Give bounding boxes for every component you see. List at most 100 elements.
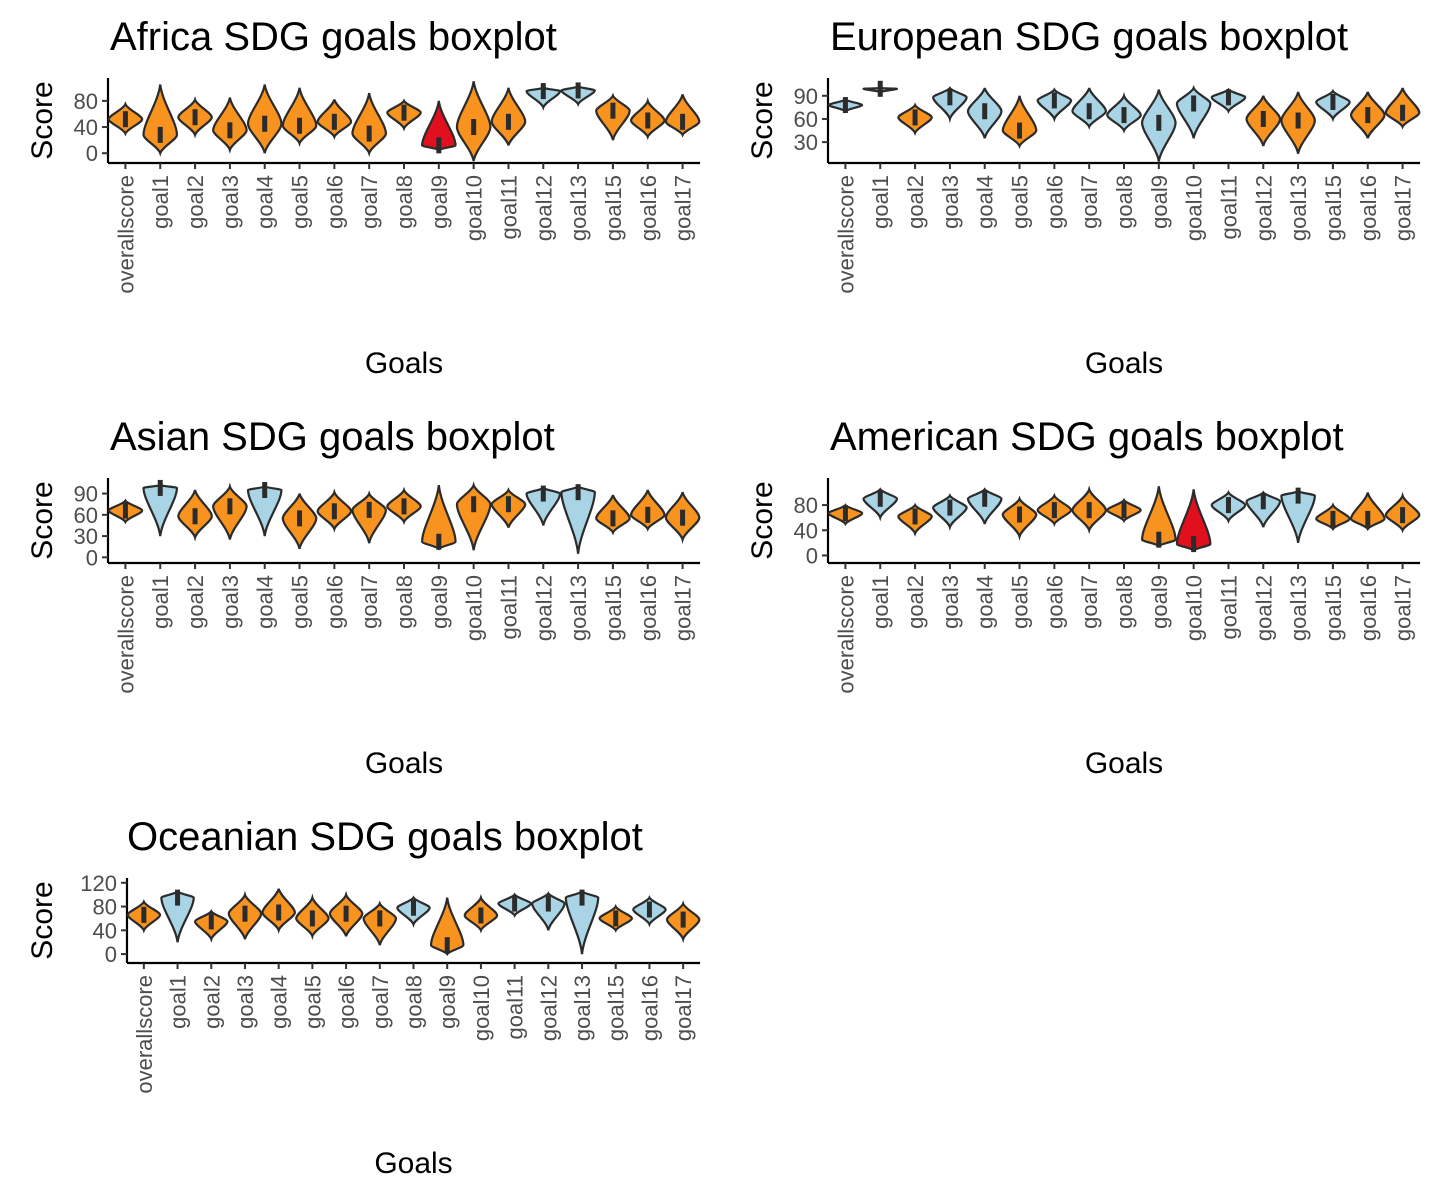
x-tick-label: goal11 [496,175,521,239]
violin-goal7 [351,92,387,158]
x-tick-label: goal1 [868,175,893,229]
x-tick-label: goal15 [1321,175,1346,241]
box-goal17 [680,113,686,130]
y-tick-label: 0 [86,141,98,166]
box-goal6 [331,503,337,520]
box-goal6 [1051,502,1057,519]
box-goal5 [1017,506,1023,523]
box-goal11 [512,895,518,912]
violin-goal12 [525,486,562,526]
x-tick-label: goal15 [601,575,626,641]
violin-goal10 [455,481,492,551]
x-tick-label: goal7 [368,975,393,1029]
x-tick-label: goal13 [566,175,591,241]
box-goal12 [540,485,546,502]
y-tick-label: 40 [93,918,117,943]
box-goal2 [192,508,198,525]
x-tick-label: goal16 [636,175,661,241]
y-tick-label: 0 [105,942,117,967]
box-goal1 [157,479,163,496]
x-tick-label: goal11 [496,575,521,639]
x-tick-label: goal2 [903,175,928,229]
x-tick-label: goal15 [1321,575,1346,641]
y-tick-label: 90 [794,84,818,109]
x-tick-label: goal13 [566,575,591,641]
x-tick-label: overallscore [113,175,138,294]
box-goal15 [1330,93,1336,110]
box-goal8 [1121,107,1127,124]
x-tick-label: goal7 [1077,175,1102,229]
box-goal4 [276,904,282,921]
x-tick-label: overallscore [132,975,157,1094]
y-tick-label: 80 [93,895,117,920]
box-goal11 [1225,497,1231,514]
x-tick-label: goal5 [300,975,325,1029]
x-tick-label: goal16 [1356,575,1381,641]
y-tick-label: 30 [794,130,818,155]
box-goal3 [242,905,248,922]
box-goal3 [947,499,953,516]
x-tick-label: goal9 [1147,575,1172,629]
box-goal7 [377,910,383,927]
x-tick-label: goal11 [1216,575,1241,639]
x-axis-title: Goals [365,347,443,380]
box-goal10 [471,119,477,136]
x-tick-label: goal7 [357,175,382,229]
box-goal15 [610,510,616,527]
box-goal1 [877,490,883,507]
box-goal4 [262,482,268,499]
x-tick-label: goal8 [392,575,417,629]
box-goal11 [1225,89,1231,106]
y-axis-title: Score [26,481,59,559]
x-tick-label: goal6 [1042,575,1067,629]
y-tick-label: 60 [74,503,98,528]
violin-goal1 [142,483,179,537]
x-tick-label: goal9 [427,575,452,629]
x-tick-label: goal10 [462,575,487,641]
box-goal3 [947,89,953,106]
box-goal8 [401,104,407,121]
box-goal3 [227,498,233,515]
x-tick-label: goal1 [166,975,191,1029]
violin-goal12 [531,891,566,931]
x-tick-label: goal8 [1112,175,1137,229]
violin-goal4 [246,485,283,537]
y-tick-label: 0 [806,543,818,568]
box-goal13 [1295,487,1301,504]
x-tick-label: goal1 [148,575,173,629]
violin-goal5 [281,87,318,147]
box-goal8 [1121,502,1127,519]
y-tick-label: 40 [794,518,818,543]
box-goal16 [646,901,652,918]
x-tick-label: goal10 [1182,175,1207,241]
box-overallscore [141,906,147,923]
box-goal4 [982,103,988,120]
box-goal5 [297,117,303,134]
box-overallscore [842,505,848,522]
x-axis-title: Goals [374,1147,452,1180]
box-goal10 [478,907,484,924]
x-tick-label: goal6 [334,975,359,1029]
x-tick-label: goal6 [322,575,347,629]
box-goal6 [343,905,349,922]
box-overallscore [842,97,848,114]
box-goal2 [912,508,918,525]
box-goal1 [877,80,883,97]
x-tick-label: goal4 [973,175,998,229]
x-tick-label: goal3 [233,975,258,1029]
x-tick-label: goal2 [183,575,208,629]
box-goal7 [1086,103,1092,120]
y-tick-label: 80 [74,89,98,114]
violin-goal9 [429,897,465,957]
violin-goal7 [351,490,387,544]
box-goal2 [192,109,198,126]
box-goal8 [401,498,407,515]
violin-goal12 [1245,490,1282,528]
box-goal2 [208,913,214,930]
x-tick-label: goal10 [1182,575,1207,641]
box-goal16 [645,506,651,523]
box-goal9 [1156,114,1162,131]
x-tick-label: goal16 [636,575,661,641]
